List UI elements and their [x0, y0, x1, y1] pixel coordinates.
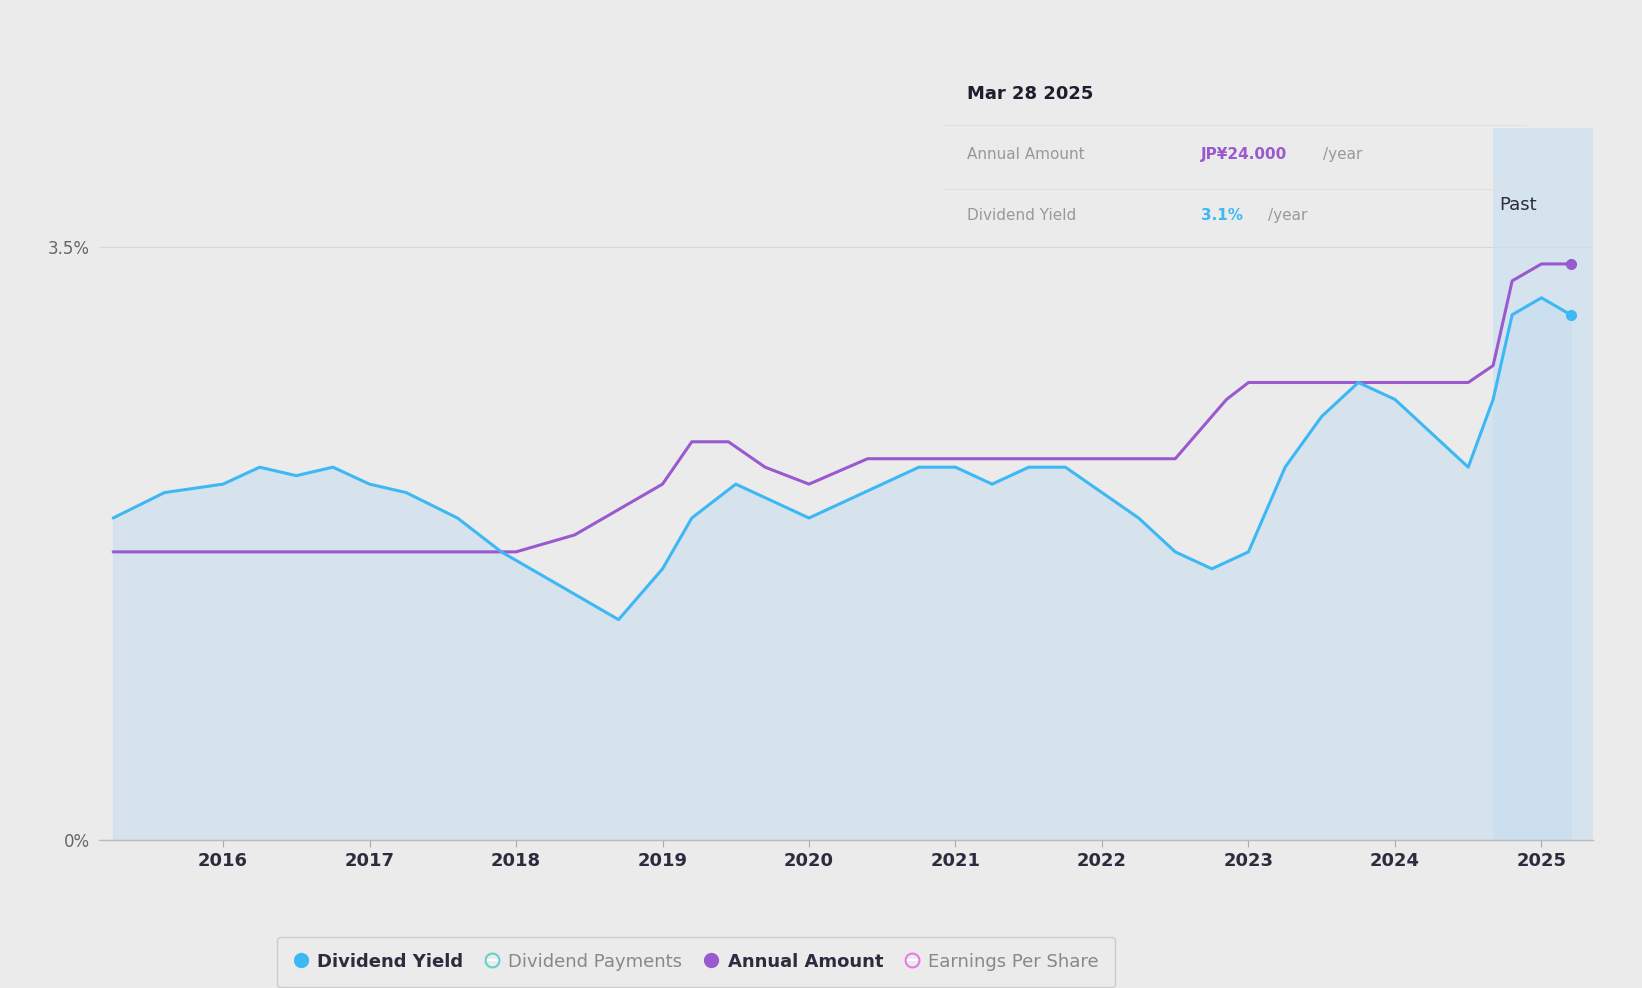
Bar [1493, 128, 1593, 840]
Text: 3.1%: 3.1% [1200, 207, 1243, 222]
Text: Dividend Yield: Dividend Yield [967, 207, 1077, 222]
Text: JP¥24.000: JP¥24.000 [1200, 147, 1287, 162]
Legend: Dividend Yield, Dividend Payments, Annual Amount, Earnings Per Share: Dividend Yield, Dividend Payments, Annua… [277, 937, 1115, 987]
Text: /year: /year [1323, 147, 1363, 162]
Text: Mar 28 2025: Mar 28 2025 [967, 85, 1094, 103]
Text: /year: /year [1268, 207, 1307, 222]
Text: Past: Past [1499, 197, 1537, 214]
Text: Annual Amount: Annual Amount [967, 147, 1085, 162]
